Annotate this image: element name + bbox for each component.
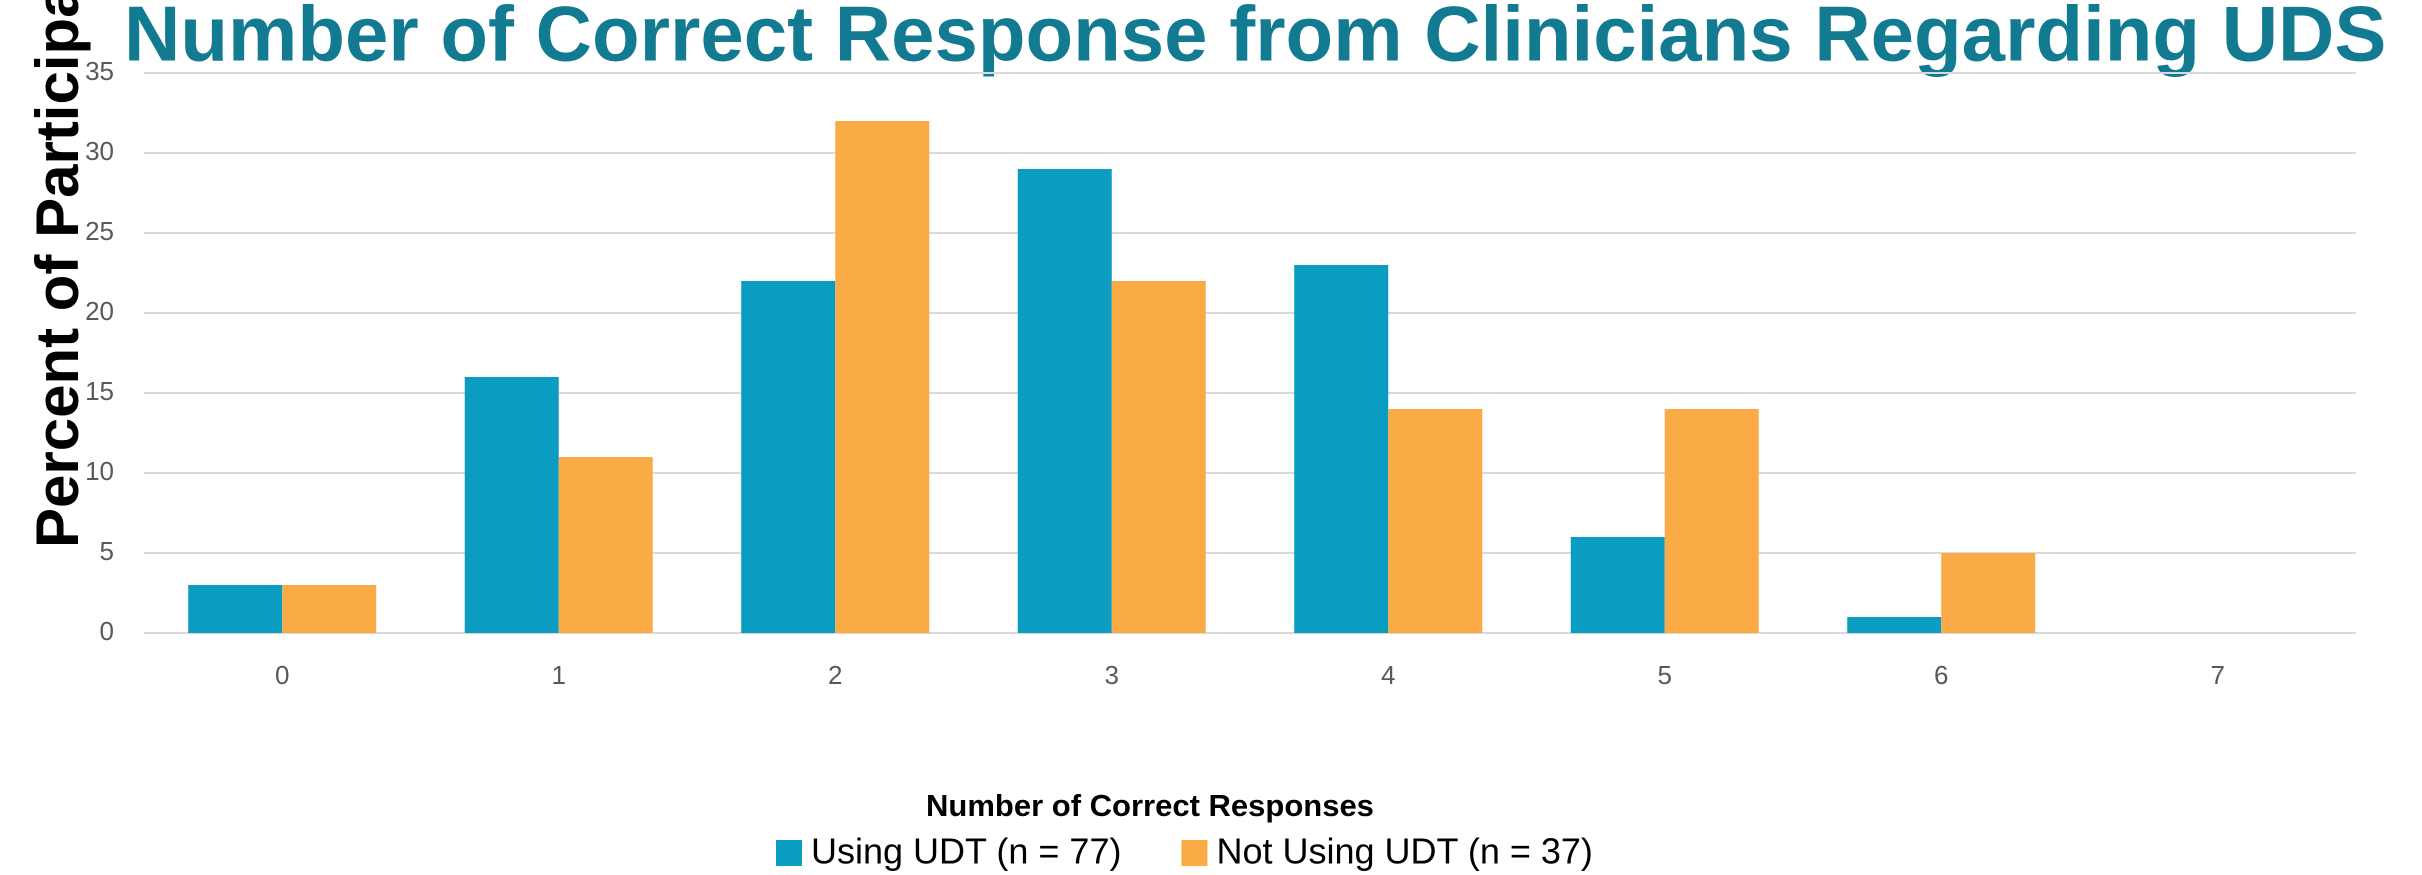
bar (741, 281, 836, 633)
y-tick-label: 35 (85, 56, 114, 86)
bar (1847, 617, 1942, 633)
bar (558, 457, 653, 633)
x-tick-label: 0 (275, 660, 289, 690)
x-tick-label: 4 (1381, 660, 1395, 690)
bar (1570, 537, 1665, 633)
x-tick-label: 7 (2211, 660, 2225, 690)
x-tick-label: 5 (1658, 660, 1672, 690)
x-tick-label: 6 (1934, 660, 1948, 690)
y-axis-label: Percent of Participants (24, 0, 91, 548)
bar (835, 121, 930, 633)
bar (1388, 409, 1483, 633)
x-tick-label: 2 (828, 660, 842, 690)
bar (464, 377, 559, 633)
legend-label: Not Using UDT (n = 37) (1216, 831, 1592, 872)
y-tick-label: 20 (85, 296, 114, 326)
bar (1111, 281, 1206, 633)
legend-swatch (776, 840, 802, 866)
x-tick-label: 3 (1105, 660, 1119, 690)
y-tick-label: 0 (100, 616, 114, 646)
bar (1941, 553, 2036, 633)
legend-swatch (1181, 840, 1208, 866)
bar (1017, 169, 1112, 633)
x-axis-label: Number of Correct Responses (926, 788, 1374, 823)
bar (282, 585, 377, 633)
y-tick-label: 30 (85, 136, 114, 166)
bar (1664, 409, 1759, 633)
y-tick-label: 5 (100, 536, 114, 566)
bar (1294, 265, 1389, 633)
legend-label: Using UDT (n = 77) (811, 831, 1121, 872)
y-tick-label: 15 (85, 376, 114, 406)
y-tick-label: 25 (85, 216, 114, 246)
x-tick-label: 1 (552, 660, 566, 690)
y-tick-label: 10 (85, 456, 114, 486)
bar (188, 585, 283, 633)
chart-title: Number of Correct Response from Clinicia… (124, 0, 2386, 78)
